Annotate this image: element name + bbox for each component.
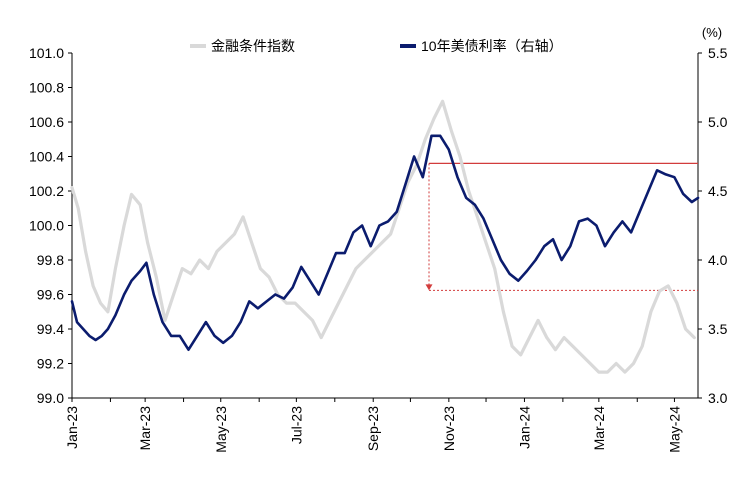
- right-tick-label: 3.5: [708, 321, 728, 337]
- drop-arrow-head: [425, 284, 433, 291]
- left-tick-label: 99.4: [37, 321, 64, 337]
- right-axis-unit-label: (%): [702, 25, 722, 40]
- x-tick-label: May-24: [666, 406, 682, 453]
- left-tick-label: 99.2: [37, 356, 64, 372]
- x-tick-label: Jan-23: [64, 406, 80, 449]
- x-tick-label: May-23: [213, 406, 229, 453]
- left-tick-label: 99.8: [37, 252, 64, 268]
- right-tick-label: 3.0: [708, 390, 728, 406]
- left-tick-label: 100.4: [29, 149, 64, 165]
- left-tick-label: 100.6: [29, 114, 64, 130]
- axes-layer: 99.0 99.2 99.4 99.6 99.8 100.0 100.2 100.4 100.6…: [29, 45, 728, 453]
- legend: 金融条件指数 10年美债利率（右轴）: [190, 38, 563, 54]
- left-tick-label: 100.8: [29, 80, 64, 96]
- right-tick-label: 4.5: [708, 183, 728, 199]
- right-tick-label: 5.5: [708, 45, 728, 61]
- series-line-10y-treasury-yield: [70, 134, 700, 352]
- left-tick-label: 101.0: [29, 45, 64, 61]
- x-tick-label: Nov-23: [441, 406, 457, 451]
- annotation-layer: [425, 162, 698, 291]
- right-tick-label: 4.0: [708, 252, 728, 268]
- left-tick-label: 100.2: [29, 183, 64, 199]
- right-tick-label: 5.0: [708, 114, 728, 130]
- left-tick-label: 100.0: [29, 218, 64, 234]
- x-tick-label: Jan-24: [516, 406, 532, 449]
- legend-label: 金融条件指数: [211, 38, 295, 54]
- x-tick-label: Sep-23: [365, 406, 381, 451]
- x-tick-label: Jul-23: [288, 406, 304, 444]
- series-line-financial-conditions-index: [70, 99, 696, 374]
- left-tick-label: 99.6: [37, 287, 64, 303]
- left-tick-label: 99.0: [37, 390, 64, 406]
- x-tick-label: Mar-23: [137, 406, 153, 451]
- x-tick-label: Mar-24: [591, 406, 607, 451]
- series-layer: [70, 99, 700, 374]
- legend-label: 10年美债利率（右轴）: [421, 38, 563, 54]
